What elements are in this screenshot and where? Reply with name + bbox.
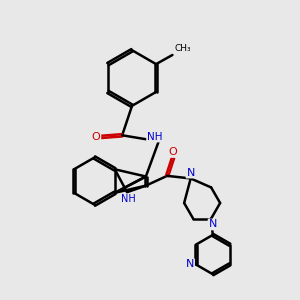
- Text: N: N: [187, 168, 195, 178]
- Text: O: O: [92, 132, 100, 142]
- Text: NH: NH: [121, 194, 136, 204]
- Text: O: O: [169, 147, 177, 157]
- Text: NH: NH: [147, 132, 163, 142]
- Text: N: N: [208, 220, 217, 230]
- Text: N: N: [186, 260, 194, 269]
- Text: CH₃: CH₃: [174, 44, 191, 53]
